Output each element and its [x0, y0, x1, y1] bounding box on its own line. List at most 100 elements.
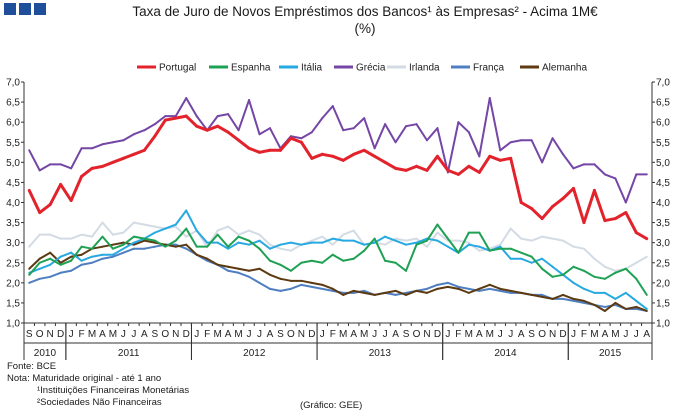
legend-label: Portugal [159, 63, 196, 74]
y-tick-label-right: 4,5 [656, 178, 670, 189]
data-point [269, 244, 271, 246]
x-tick-label: M [213, 329, 221, 340]
series-segment [530, 139, 544, 164]
series-segment [91, 245, 104, 250]
data-point [237, 272, 240, 274]
data-point [49, 203, 51, 206]
data-point [604, 306, 606, 308]
data-point [290, 242, 292, 244]
data-point [311, 260, 313, 262]
data-point [185, 209, 187, 212]
series-segment [185, 227, 198, 248]
year-label: 2014 [494, 348, 517, 359]
data-point [279, 149, 282, 151]
series-segment [143, 231, 156, 240]
data-point [614, 298, 616, 300]
series-segment [446, 237, 460, 254]
series-segment [331, 253, 345, 262]
data-point [175, 246, 177, 248]
series-segment [603, 291, 617, 300]
x-tick-label: N [423, 329, 430, 340]
data-point [237, 236, 240, 238]
data-point [143, 129, 145, 131]
data-point [332, 254, 334, 256]
data-point [394, 294, 397, 296]
series-segment [331, 105, 345, 132]
y-tick-label-left: 3,5 [6, 218, 20, 229]
data-point [635, 262, 637, 264]
data-point [321, 262, 323, 264]
series-segment [614, 301, 627, 310]
series-segment [248, 99, 261, 136]
series-segment [551, 237, 565, 242]
data-point [112, 161, 114, 163]
data-point [572, 187, 575, 190]
logo [4, 3, 46, 15]
data-point [290, 135, 292, 137]
data-point [101, 254, 104, 256]
data-point [28, 149, 30, 151]
series-segment [185, 97, 198, 118]
series-segment [227, 241, 240, 250]
data-point [436, 232, 439, 234]
series-segment [258, 239, 271, 250]
series-segment [268, 243, 282, 250]
data-point [91, 248, 93, 250]
data-point [164, 244, 166, 246]
series-segment [530, 207, 544, 221]
series-segment [394, 125, 408, 144]
data-point [583, 221, 585, 224]
x-tick-label: F [581, 329, 587, 340]
data-point [363, 117, 365, 119]
series-segment [498, 156, 513, 162]
series-segment [613, 211, 628, 221]
data-point [49, 234, 51, 236]
series-segment [122, 133, 135, 142]
series-segment [247, 146, 261, 154]
series-segment [237, 138, 251, 150]
series-segment [352, 239, 366, 246]
data-point [217, 125, 219, 127]
data-point [551, 298, 554, 300]
data-point [258, 240, 261, 242]
data-point [551, 276, 554, 278]
series-segment [572, 297, 585, 302]
logo-square [4, 3, 16, 15]
series-segment [289, 136, 303, 144]
series-segment [185, 243, 198, 256]
series-segment [132, 239, 146, 246]
data-point [279, 248, 282, 250]
series-segment [488, 247, 502, 252]
x-tick-label: S [528, 329, 535, 340]
series-segment [300, 259, 313, 264]
data-point [415, 244, 418, 246]
note-text: Nota: Maturidade original - até 1 ano [7, 373, 162, 384]
series-segment [384, 123, 397, 144]
x-tick-label: J [194, 329, 199, 340]
data-point [562, 294, 564, 296]
series-segment [405, 289, 418, 296]
data-point [248, 230, 250, 232]
x-tick-label: N [172, 329, 179, 340]
data-point [457, 252, 459, 254]
data-point [531, 294, 533, 296]
data-point [269, 288, 271, 290]
data-point [133, 133, 135, 135]
data-point [91, 167, 93, 169]
x-tick-label: M [109, 329, 117, 340]
data-point [290, 137, 292, 139]
data-point [311, 157, 313, 159]
series-segment [300, 279, 313, 284]
series-segment [49, 233, 62, 240]
data-point [468, 165, 470, 167]
y-tick-label-right: 4,0 [656, 198, 670, 209]
data-point [520, 258, 522, 260]
series-segment [540, 205, 555, 221]
data-point [342, 294, 344, 296]
data-point [625, 201, 627, 204]
data-point [227, 113, 229, 115]
series-segment [635, 277, 648, 296]
data-point [625, 308, 627, 310]
data-point [353, 258, 355, 260]
series-segment [541, 295, 554, 300]
